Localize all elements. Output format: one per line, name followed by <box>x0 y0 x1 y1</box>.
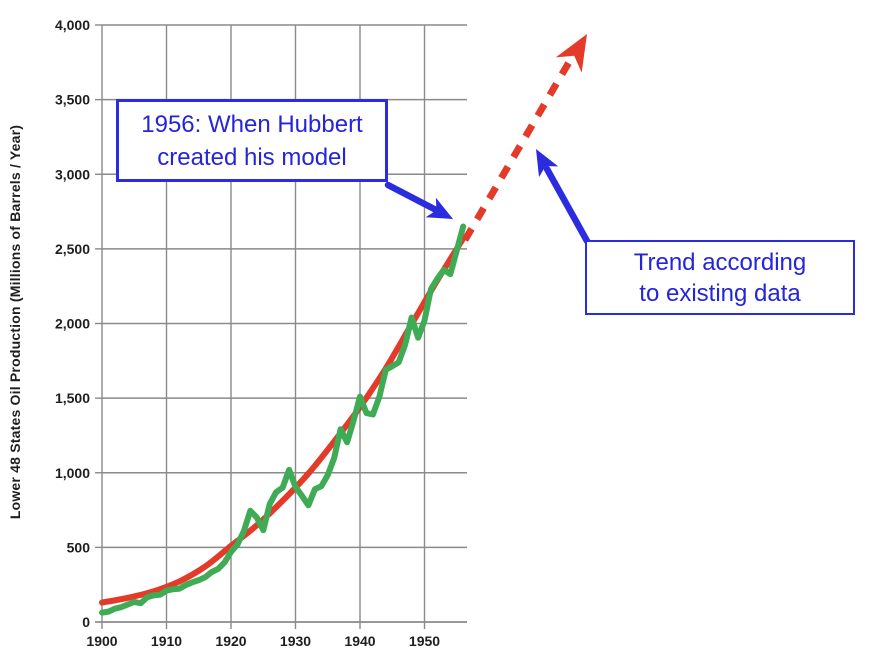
svg-text:1940: 1940 <box>344 633 375 649</box>
svg-text:1920: 1920 <box>215 633 246 649</box>
annotation-trend-line2: to existing data <box>639 279 801 307</box>
trend-callout-arrowhead-icon <box>536 149 559 178</box>
axis-tick-labels: 0 500 1,000 1,500 2,000 2,500 3,000 3,500 4,000 1… <box>55 17 440 649</box>
svg-text:1,500: 1,500 <box>55 390 90 406</box>
svg-text:0: 0 <box>82 614 90 630</box>
svg-text:4,000: 4,000 <box>55 17 90 33</box>
svg-text:3,500: 3,500 <box>55 92 90 108</box>
callout-arrows <box>384 165 591 245</box>
y-axis-title: Lower 48 States Oil Production (Millions… <box>7 124 23 520</box>
svg-text:3,000: 3,000 <box>55 166 90 182</box>
svg-text:2,500: 2,500 <box>55 241 90 257</box>
svg-text:2,000: 2,000 <box>55 316 90 332</box>
trend-arrowhead-icon <box>555 34 587 73</box>
svg-text:1930: 1930 <box>280 633 311 649</box>
svg-text:1900: 1900 <box>86 633 117 649</box>
annotation-hubbert-line2: created his model <box>157 143 347 171</box>
svg-text:1950: 1950 <box>409 633 440 649</box>
svg-text:1,000: 1,000 <box>55 465 90 481</box>
production-line <box>99 223 467 616</box>
annotation-hubbert-box: 1956: When Hubbert created his model <box>116 99 388 182</box>
annotation-trend-box: Trend according to existing data <box>585 240 855 315</box>
svg-text:500: 500 <box>67 539 91 555</box>
annotation-hubbert-line1: 1956: When Hubbert <box>141 110 363 138</box>
svg-text:1910: 1910 <box>151 633 182 649</box>
hubbert-arrowhead-icon <box>425 197 453 219</box>
annotation-trend-line1: Trend according <box>633 248 807 276</box>
trend-extrapolation-dashed <box>461 50 579 242</box>
